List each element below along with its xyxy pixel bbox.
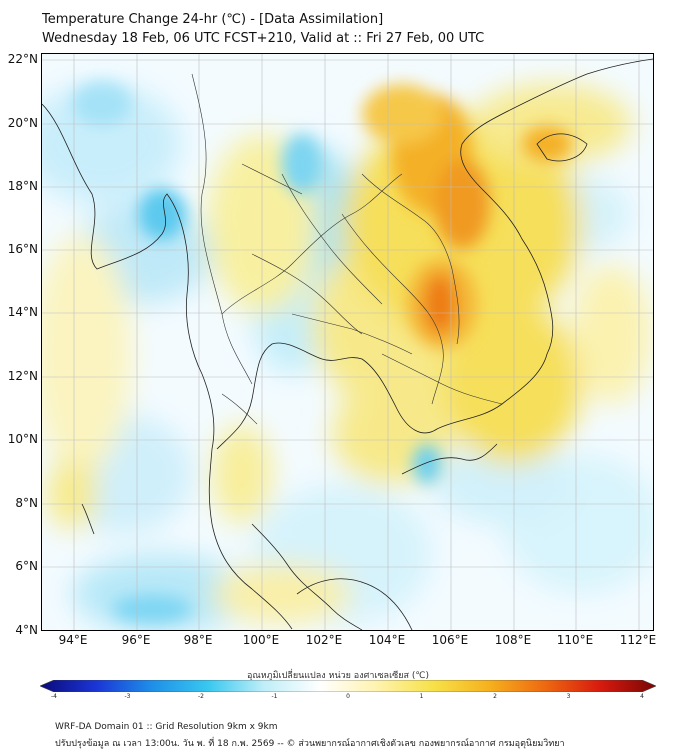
colorbar-tick-label: -2: [198, 693, 204, 700]
footer-credit: ปรับปรุงข้อมูล ณ เวลา 13:00น. วัน พ. ที่…: [55, 739, 565, 749]
map-subtitle: Wednesday 18 Feb, 06 UTC FCST+210, Valid…: [42, 31, 485, 46]
longitude-label: 94°E: [58, 633, 88, 647]
colorbar-tick-label: 3: [566, 693, 571, 700]
latitude-label: 4°N: [15, 623, 38, 637]
latitude-label: 6°N: [15, 559, 38, 573]
latitude-label: 18°N: [7, 179, 38, 193]
longitude-label: 102°E: [305, 633, 343, 647]
coastlines: [42, 58, 653, 630]
longitude-label: 96°E: [121, 633, 151, 647]
longitude-label: 98°E: [183, 633, 213, 647]
colorbar-tick-label: -4: [51, 693, 57, 700]
colorbar: [40, 680, 656, 692]
borders: [191, 73, 503, 425]
longitude-label: 110°E: [556, 633, 594, 647]
longitude-label: 108°E: [494, 633, 532, 647]
latitude-label: 12°N: [7, 369, 38, 383]
colorbar-tick-label: 2: [493, 693, 497, 700]
colorbar-tick-label: 4: [640, 693, 644, 700]
colorbar-tick-label: 1: [419, 693, 424, 700]
colorbar-title: อุณหภูมิเปลี่ยนแปลง หน่วย องศาเซลเซียส (…: [246, 671, 430, 681]
latitude-label: 20°N: [7, 116, 38, 130]
longitude-label: 112°E: [619, 633, 657, 647]
longitude-label: 100°E: [242, 633, 280, 647]
longitude-label: 106°E: [431, 633, 469, 647]
latitude-label: 10°N: [7, 432, 38, 446]
latitude-label: 22°N: [7, 52, 38, 66]
colorbar-tick-label: 0: [346, 693, 350, 700]
temperature-change-map: [41, 53, 654, 631]
footer-model-info: WRF-DA Domain 01 :: Grid Resolution 9km …: [55, 722, 278, 732]
colorbar-tick-label: -3: [124, 693, 131, 700]
map-title: Temperature Change 24-hr (℃) - [Data Ass…: [42, 12, 384, 27]
latitude-label: 16°N: [7, 242, 38, 256]
colorbar-tick-label: -1: [271, 693, 278, 700]
latitude-label: 8°N: [15, 496, 38, 510]
longitude-label: 104°E: [368, 633, 406, 647]
latitude-label: 14°N: [7, 305, 38, 319]
map-canvas: [42, 54, 653, 630]
